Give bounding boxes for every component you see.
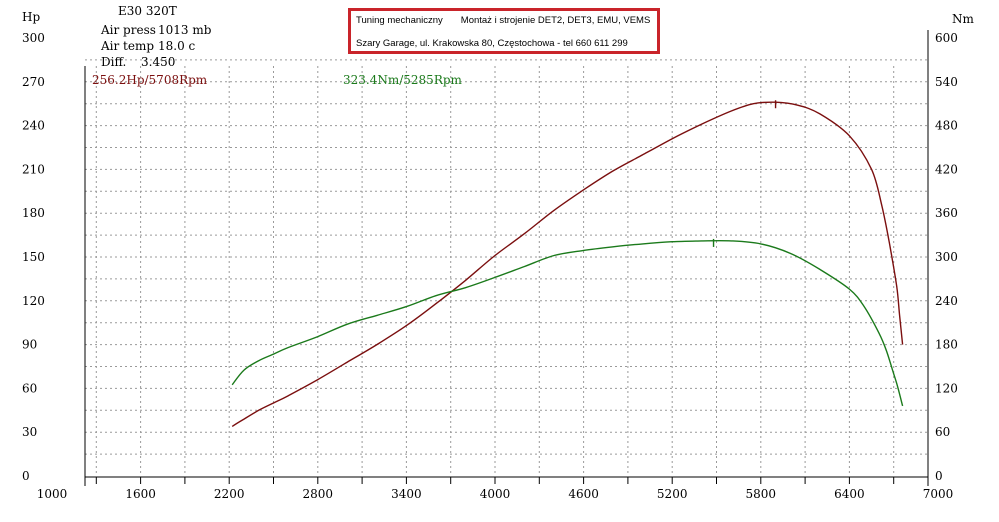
y-left-tick-label: 90 (22, 338, 37, 352)
y-right-tick-label: 180 (935, 338, 958, 352)
chart-frame (84, 30, 929, 486)
air-press-value: 1013 mb (158, 23, 212, 37)
shop-info-box: Tuning mechaniczny Montaż i strojenie DET… (348, 8, 660, 54)
shop-line-1: Tuning mechaniczny Montaż i strojenie DET… (356, 15, 650, 26)
y-right-axis-label: Nm (952, 12, 974, 26)
shop-line-1-b: Montaż i strojenie DET2, DET3, EMU, VEMS (460, 15, 651, 26)
series-lines (231, 100, 904, 427)
y-right-tick-label: 120 (935, 381, 958, 395)
model-name: E30 320T (118, 4, 177, 18)
y-left-tick-label: 240 (22, 119, 45, 133)
shop-line-1-a: Tuning mechaniczny (356, 15, 443, 26)
x-tick-label: 1000 (37, 487, 68, 501)
y-right-tick-label: 420 (935, 162, 958, 176)
y-left-tick-label: 0 (22, 469, 30, 483)
y-right-tick-label: 240 (935, 294, 958, 308)
y-left-tick-label: 30 (22, 425, 37, 439)
y-left-tick-label: 180 (22, 206, 45, 220)
y-right-tick-label: 540 (935, 75, 958, 89)
torque-curve (231, 239, 904, 407)
air-press-label: Air press (101, 23, 156, 37)
y-left-tick-label: 60 (22, 381, 37, 395)
y-left-tick-label: 150 (22, 250, 45, 264)
x-tick-label: 3400 (391, 487, 422, 501)
power-peak-label: 256.2Hp/5708Rpm (92, 73, 208, 87)
diff-value: 3.450 (141, 55, 176, 69)
air-temp-label: Air temp (101, 39, 155, 53)
shop-line-2: Szary Garage, ul. Krakowska 80, Częstoch… (356, 38, 628, 49)
x-tick-label: 2800 (303, 487, 334, 501)
torque-peak-label: 323.4Nm/5285Rpm (343, 73, 462, 87)
y-right-tick-label: 0 (935, 469, 943, 483)
y-right-tick-label: 480 (935, 119, 958, 133)
y-right-tick-label: 600 (935, 31, 958, 45)
power-curve (231, 101, 904, 427)
x-tick-label: 2200 (214, 487, 245, 501)
tick-labels: 0 30 60 90 120 150 180 210 240 270 300 0 60 120 180 240… (22, 31, 958, 501)
x-tick-label: 4600 (568, 487, 599, 501)
x-tick-label: 5800 (746, 487, 777, 501)
y-left-tick-label: 120 (22, 294, 45, 308)
y-left-axis-label: Hp (22, 10, 41, 24)
x-tick-label: 6400 (834, 487, 865, 501)
y-left-tick-label: 300 (22, 31, 45, 45)
y-right-tick-label: 300 (935, 250, 958, 264)
y-right-tick-label: 60 (935, 425, 950, 439)
y-left-tick-label: 210 (22, 162, 45, 176)
y-right-tick-label: 360 (935, 206, 958, 220)
x-tick-label: 5200 (657, 487, 688, 501)
diff-label: Diff. (101, 55, 127, 69)
x-tick-label: 1600 (125, 487, 156, 501)
air-temp-value: 18.0 c (158, 39, 196, 53)
x-tick-label: 7000 (923, 487, 954, 501)
y-left-tick-label: 270 (22, 75, 45, 89)
chart-grid (85, 59, 928, 476)
x-tick-label: 4000 (480, 487, 511, 501)
